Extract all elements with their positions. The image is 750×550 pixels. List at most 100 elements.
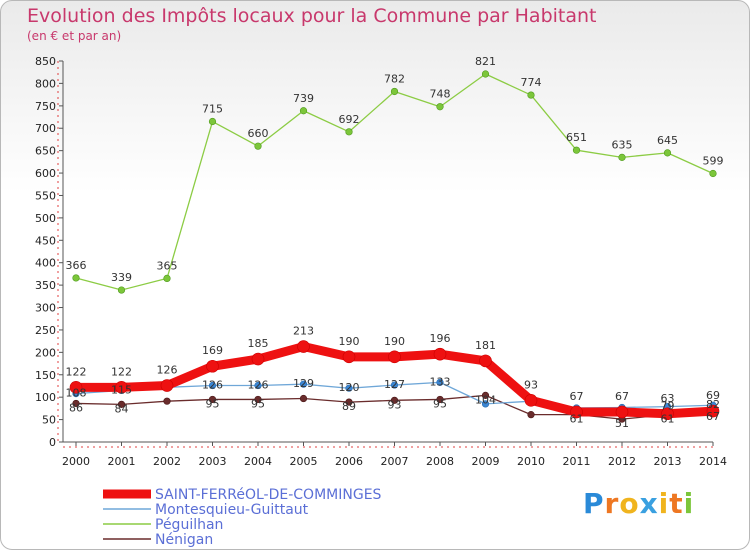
data-point-saint-ferr-ol-de-comminges [661,407,674,421]
data-point-p-guilhan [299,107,308,115]
data-label: 86 [69,401,83,414]
data-label: 104 [475,393,496,406]
data-label: 190 [384,335,405,348]
y-tick-label: 350 [35,279,56,292]
data-point-n-nigan [299,394,308,403]
data-label: 61 [570,413,584,426]
data-point-n-nigan [527,411,535,419]
x-tick-label: 2012 [608,455,636,468]
data-label: 133 [430,375,451,388]
y-tick-label: 500 [35,212,56,225]
data-label: 739 [293,92,314,105]
data-point-n-nigan [117,400,126,408]
x-tick-label: 2013 [654,455,682,468]
data-label: 120 [339,381,360,394]
data-label: 67 [706,410,720,423]
data-point-p-guilhan [663,149,672,157]
data-label: 115 [111,383,132,396]
data-label: 339 [111,271,132,284]
y-tick-label: 200 [35,346,56,359]
y-tick-label: 400 [35,257,56,270]
data-label: 69 [706,389,720,402]
logo-letter: t [669,487,684,520]
data-point-p-guilhan [436,103,444,111]
y-tick-label: 550 [35,189,56,202]
data-point-n-nigan [481,391,490,399]
data-label: 61 [661,413,675,426]
logo-letter: P [583,487,605,520]
x-tick-label: 2008 [426,455,454,468]
data-point-p-guilhan [72,274,80,282]
data-label: 51 [615,417,629,430]
data-point-saint-ferr-ol-de-comminges [388,350,401,364]
data-point-saint-ferr-ol-de-comminges [251,352,265,366]
y-tick-label: 650 [35,145,56,158]
data-label: 660 [248,127,269,140]
data-point-montesquieu-guittaut [345,384,353,392]
y-tick-label: 300 [35,302,56,315]
data-point-saint-ferr-ol-de-comminges [706,404,720,418]
data-point-saint-ferr-ol-de-comminges [433,347,447,361]
y-tick-label: 700 [35,122,56,135]
data-label: 122 [66,365,87,378]
data-point-p-guilhan [254,142,262,150]
data-label: 645 [657,134,678,147]
data-point-saint-ferr-ol-de-comminges [297,340,310,353]
data-label: 651 [566,131,587,144]
logo-letter: i [683,487,695,520]
data-point-montesquieu-guittaut [390,381,399,389]
data-point-saint-ferr-ol-de-comminges [342,350,356,364]
data-point-n-nigan [345,398,353,406]
data-point-n-nigan [163,397,171,405]
data-point-saint-ferr-ol-de-comminges [160,379,174,392]
data-label: 79 [661,400,675,413]
data-label: 82 [706,398,720,411]
y-tick-label: 450 [35,234,56,247]
y-tick-label: 600 [35,167,56,180]
y-tick-label: 50 [42,414,56,427]
x-tick-label: 2010 [517,455,545,468]
data-point-p-guilhan [572,146,581,154]
data-point-saint-ferr-ol-de-comminges [115,381,128,394]
data-point-montesquieu-guittaut [436,378,444,386]
data-label: 366 [66,259,87,272]
chart-subtitle: (en € et par an) [27,29,122,43]
logo-letter: r [604,487,620,520]
x-tick-label: 2002 [153,455,181,468]
data-label: 129 [293,377,314,390]
series-line-p-guilhan [75,73,714,291]
data-point-saint-ferr-ol-de-comminges [570,405,583,419]
x-tick-label: 2007 [381,455,409,468]
data-point-p-guilhan [618,153,626,161]
data-label: 185 [248,337,269,350]
data-label: 122 [111,365,132,378]
proxiti-logo: Proxiti [583,487,694,520]
data-point-p-guilhan [709,169,717,178]
legend-label: Nénigan [155,532,213,548]
data-label: 108 [66,387,87,400]
y-tick-label: 250 [35,324,56,337]
legend-label: Montesquieu-Guittaut [155,502,309,518]
data-point-p-guilhan [345,128,353,136]
data-point-saint-ferr-ol-de-comminges [524,394,538,407]
data-label: 95 [433,397,447,410]
data-label: 95 [206,397,220,410]
data-point-p-guilhan [163,274,171,282]
y-tick-label: 750 [35,100,56,113]
y-tick-label: 100 [35,391,56,404]
data-label: 782 [384,72,405,85]
chart-title: Evolution des Impôts locaux pour la Comm… [27,5,597,27]
data-label: 126 [248,379,269,392]
x-tick-label: 2004 [244,455,272,468]
x-tick-label: 2009 [472,455,500,468]
x-tick-label: 2000 [62,455,90,468]
data-label: 365 [157,259,178,272]
data-point-saint-ferr-ol-de-comminges [206,359,219,373]
data-point-p-guilhan [481,70,490,78]
legend-label: Péguilhan [155,517,223,533]
y-tick-label: 0 [49,436,56,449]
x-tick-label: 2014 [699,455,727,468]
data-point-n-nigan [254,395,262,404]
